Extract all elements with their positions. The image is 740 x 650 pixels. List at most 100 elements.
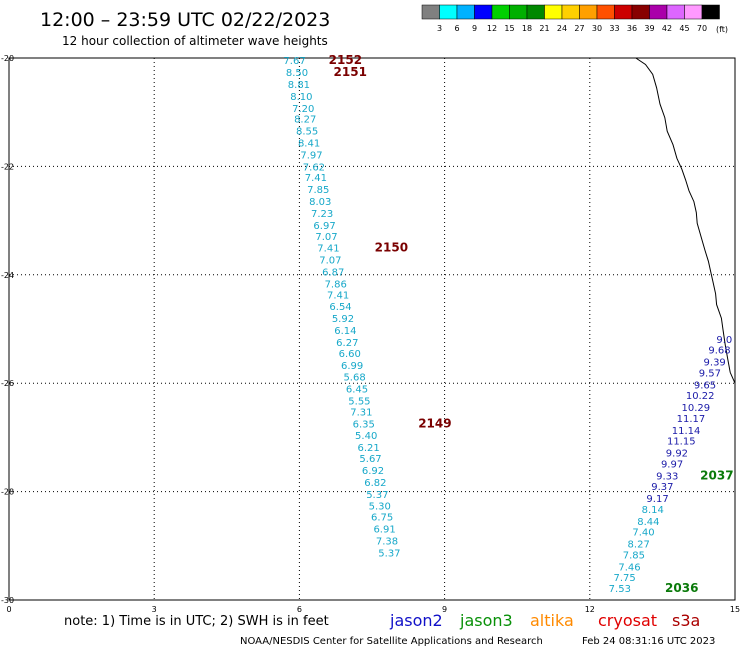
swh-value: 5.30 (369, 502, 391, 513)
swh-value: 7.46 (618, 562, 640, 573)
y-tick-label: -26 (1, 379, 14, 388)
swh-value: 6.60 (339, 349, 361, 360)
x-tick-label: 15 (730, 605, 740, 614)
colorbar-swatch (456, 4, 475, 20)
colorbar-swatch (649, 4, 668, 20)
swh-value: 5.55 (348, 397, 370, 408)
chart-title: 12:00 – 23:59 UTC 02/22/2023 (40, 9, 330, 31)
colorbar-swatch (421, 4, 440, 20)
swh-value: 9.0 (716, 335, 732, 346)
swh-value: 8.03 (309, 197, 331, 208)
swh-value: 7.31 (350, 407, 372, 418)
pass-number-label: 2151 (334, 65, 367, 79)
colorbar: 3 6 9 12 15 18 21 24 27 30 33 36 39 42 45 70 (421, 4, 720, 33)
swh-value: 6.99 (341, 361, 363, 372)
swh-value: 5.40 (355, 431, 377, 442)
x-tick-label: 12 (585, 605, 595, 614)
swh-value: 7.41 (317, 244, 339, 255)
swh-value: 5.92 (332, 314, 354, 325)
colorbar-label: 45 (679, 24, 689, 33)
swh-value: 6.75 (371, 513, 393, 524)
y-tick-label: -20 (1, 54, 14, 63)
colorbar-label: 3 (437, 24, 442, 33)
swh-value: 10.29 (681, 403, 710, 414)
legend-item: cryosat (598, 611, 657, 630)
footer-right: Feb 24 08:31:16 UTC 2023 (582, 636, 715, 647)
colorbar-label: 36 (627, 24, 637, 33)
swh-value: 9.65 (694, 380, 716, 391)
colorbar-label: 12 (487, 24, 497, 33)
swh-value: 11.14 (672, 426, 701, 437)
swh-value: 5.68 (343, 373, 365, 384)
swh-value: 6.35 (353, 419, 375, 430)
chart-subtitle: 12 hour collection of altimeter wave hei… (62, 34, 328, 48)
colorbar-swatch (684, 4, 703, 20)
swh-value: 6.21 (357, 443, 379, 454)
legend: jason2 jason3 altika cryosat s3a (389, 611, 700, 630)
y-tick-label: -24 (1, 271, 14, 280)
data-points: 7.678.508.818.107.208.278.558.417.977.62… (283, 56, 732, 595)
swh-value: 11.17 (677, 414, 706, 425)
grid-lines (9, 58, 735, 600)
swh-value: 8.44 (637, 517, 659, 528)
swh-value: 9.57 (699, 368, 721, 379)
colorbar-swatch (561, 4, 580, 20)
swh-value: 5.37 (366, 490, 388, 501)
swh-value: 7.41 (305, 173, 327, 184)
colorbar-swatch (491, 4, 510, 20)
swh-value: 8.27 (294, 115, 316, 126)
colorbar-label: 18 (522, 24, 532, 33)
swh-value: 6.97 (313, 221, 335, 232)
colorbar-swatch (596, 4, 615, 20)
legend-item: jason3 (459, 611, 513, 630)
swh-value: 8.81 (288, 80, 310, 91)
swh-value: 6.92 (362, 466, 384, 477)
axis-ticks: 0 3 6 9 12 15 -20 -22 -24 -26 -28 -30 (1, 54, 740, 614)
swh-value: 10.22 (686, 391, 715, 402)
y-tick-label: -30 (1, 596, 14, 605)
footer-left: NOAA/NESDIS Center for Satellite Applica… (240, 636, 543, 647)
swh-value: 7.41 (327, 290, 349, 301)
swh-value: 8.55 (296, 127, 318, 138)
colorbar-label: 27 (574, 24, 584, 33)
colorbar-label: 70 (697, 24, 707, 33)
swh-value: 7.75 (614, 573, 636, 584)
swh-value: 6.27 (336, 338, 358, 349)
colorbar-label: 39 (644, 24, 654, 33)
swh-value: 8.41 (298, 139, 320, 150)
colorbar-swatch (579, 4, 598, 20)
x-tick-label: 0 (6, 605, 11, 614)
colorbar-label: 42 (662, 24, 672, 33)
pass-number-label: 2150 (375, 241, 408, 255)
swh-value: 7.67 (283, 56, 305, 67)
swh-value: 8.27 (628, 540, 650, 551)
y-tick-label: -22 (1, 162, 14, 171)
swh-value: 7.40 (632, 528, 654, 539)
swh-value: 7.62 (303, 162, 325, 173)
colorbar-swatch (439, 4, 458, 20)
legend-item: jason2 (389, 611, 443, 630)
swh-value: 7.07 (319, 256, 341, 267)
swh-value: 5.67 (359, 454, 381, 465)
pass-number-label: 2037 (700, 468, 733, 482)
colorbar-label: 21 (539, 24, 549, 33)
x-tick-label: 3 (152, 605, 157, 614)
colorbar-swatch (631, 4, 650, 20)
swh-value: 9.39 (704, 358, 726, 369)
coastline (635, 57, 736, 384)
y-tick-label: -28 (1, 488, 14, 497)
swh-value: 6.54 (329, 302, 351, 313)
swh-value: 6.14 (334, 326, 356, 337)
legend-item: altika (530, 611, 574, 630)
colorbar-unit: (ft) (716, 25, 728, 34)
swh-value: 7.86 (325, 279, 347, 290)
swh-value: 9.17 (646, 494, 668, 505)
x-tick-label: 6 (297, 605, 302, 614)
note-text: note: 1) Time is in UTC; 2) SWH is in fe… (64, 614, 329, 629)
swh-value: 6.87 (322, 268, 344, 279)
swh-value: 7.38 (376, 536, 398, 547)
colorbar-label: 9 (472, 24, 477, 33)
swh-value: 7.53 (609, 584, 631, 595)
